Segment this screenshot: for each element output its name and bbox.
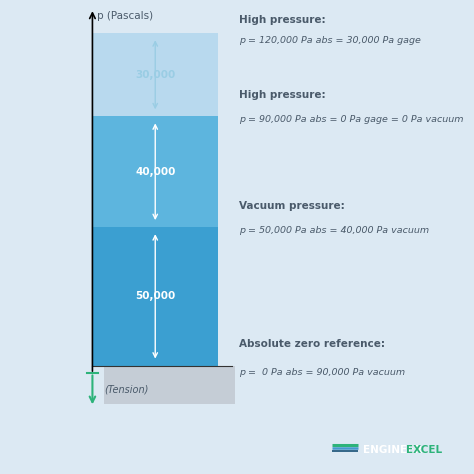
Text: p = 50,000 Pa abs = 40,000 Pa vacuum: p = 50,000 Pa abs = 40,000 Pa vacuum xyxy=(239,226,429,235)
Text: p =  0 Pa abs = 90,000 Pa vacuum: p = 0 Pa abs = 90,000 Pa vacuum xyxy=(239,368,405,377)
Text: High pressure:: High pressure: xyxy=(239,90,326,100)
Text: Absolute zero reference:: Absolute zero reference: xyxy=(239,339,385,349)
Text: p = 90,000 Pa abs = 0 Pa gage = 0 Pa vacuum: p = 90,000 Pa abs = 0 Pa gage = 0 Pa vac… xyxy=(239,115,464,124)
Text: High pressure:: High pressure: xyxy=(239,15,326,25)
Text: EXCEL: EXCEL xyxy=(406,445,442,456)
Bar xyxy=(104,365,235,404)
Text: p (Pascals): p (Pascals) xyxy=(97,11,153,21)
Bar xyxy=(92,227,218,365)
Text: (Tension): (Tension) xyxy=(104,385,149,395)
Text: 40,000: 40,000 xyxy=(135,167,175,177)
Text: p = 120,000 Pa abs = 30,000 Pa gage: p = 120,000 Pa abs = 30,000 Pa gage xyxy=(239,36,421,45)
Bar xyxy=(92,33,218,116)
Text: 50,000: 50,000 xyxy=(135,292,175,301)
Bar xyxy=(92,116,218,227)
Text: ENGINEER: ENGINEER xyxy=(363,445,422,456)
Text: 30,000: 30,000 xyxy=(135,70,175,80)
Text: Vacuum pressure:: Vacuum pressure: xyxy=(239,201,345,210)
